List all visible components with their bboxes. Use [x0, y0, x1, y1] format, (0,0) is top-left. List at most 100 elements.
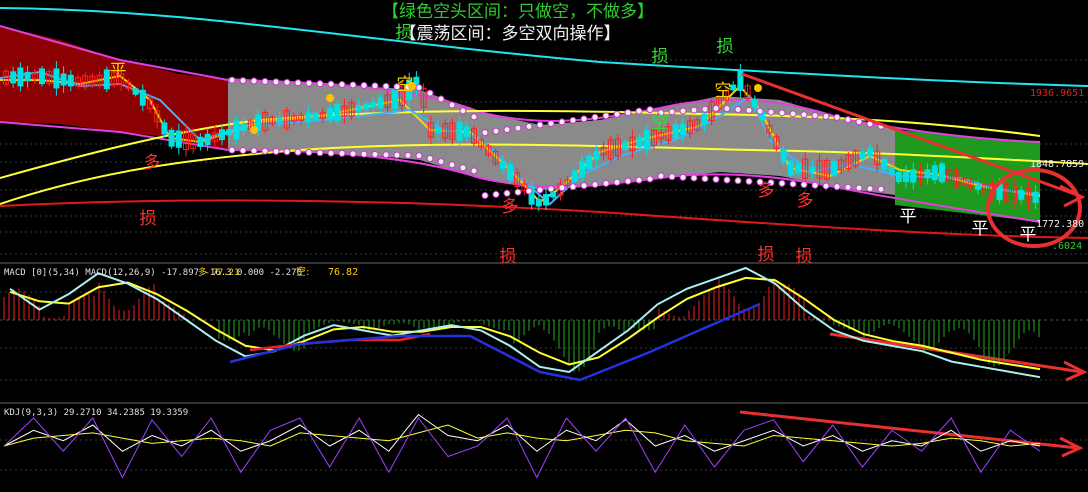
- candle-body: [89, 75, 96, 86]
- lower-band-dot: [844, 183, 852, 191]
- price-label-low: 1772.380: [1036, 219, 1084, 230]
- lower-band-dot: [646, 175, 654, 183]
- lower-band-dot: [360, 150, 368, 158]
- lower-band-dot: [547, 185, 555, 193]
- lower-band-dot: [866, 185, 874, 193]
- candle-body: [679, 123, 686, 135]
- lower-band-dot: [393, 151, 401, 159]
- upper-band-dot: [470, 113, 478, 121]
- bear-zone: [895, 130, 1040, 222]
- candle-body: [96, 74, 103, 86]
- lower-band-dot: [448, 161, 456, 169]
- upper-band-dot: [591, 113, 599, 121]
- lower-band-dot: [569, 183, 577, 191]
- upper-band-dot: [756, 107, 764, 115]
- lower-band-dot: [525, 187, 533, 195]
- candle-body: [499, 160, 506, 169]
- candle-body: [881, 159, 888, 170]
- upper-band-dot: [481, 129, 489, 137]
- kdj-trend-arrow: [1059, 436, 1084, 458]
- candle-body: [233, 120, 240, 140]
- upper-band-dot: [547, 119, 555, 127]
- lower-band-dot: [272, 147, 280, 155]
- signal-dot: [326, 94, 334, 102]
- lower-band-dot: [250, 147, 258, 155]
- candle-body: [694, 119, 701, 131]
- candle-body: [435, 127, 441, 134]
- lower-band-dot: [327, 149, 335, 157]
- candle-body: [219, 129, 225, 141]
- lower-band-dot: [756, 178, 764, 186]
- main-trend-arrow: [1059, 184, 1086, 208]
- lower-band-dot: [778, 179, 786, 187]
- candle-body: [132, 88, 139, 95]
- candle-body: [226, 129, 233, 136]
- upper-band-dot: [536, 121, 544, 129]
- candle-body: [600, 146, 607, 156]
- candle-body: [485, 145, 492, 156]
- candle-body: [420, 88, 427, 108]
- lower-band-dot: [426, 155, 434, 163]
- lower-band-dot: [338, 149, 346, 157]
- candle-body: [838, 159, 845, 171]
- candle-body: [471, 128, 477, 144]
- candle-body: [643, 130, 650, 150]
- upper-band-dot: [822, 112, 830, 120]
- candle-body: [363, 103, 369, 110]
- lower-band-dot: [503, 189, 511, 197]
- price-label-upper: 1936.9651: [1030, 88, 1084, 99]
- annotation-label: 空: [397, 75, 414, 95]
- candle-body: [636, 136, 643, 148]
- candle-body: [399, 86, 405, 106]
- lower-band-dot: [712, 175, 720, 183]
- candle-body: [939, 163, 945, 183]
- upper-band-dot: [767, 108, 775, 116]
- lower-band-dot: [415, 152, 423, 160]
- upper-band-dot: [349, 81, 357, 89]
- annotation-label: 损: [396, 23, 413, 43]
- lower-band-dot: [635, 176, 643, 184]
- candle-body: [46, 70, 53, 84]
- indicator-lines: [0, 7, 1088, 239]
- candle-body: [960, 178, 967, 185]
- candle-body: [874, 151, 881, 165]
- candle-body: [931, 165, 938, 181]
- upper-band-dot: [239, 77, 247, 85]
- candle-body: [802, 158, 809, 179]
- upper-band-dot: [624, 109, 632, 117]
- lower-band-dot: [349, 150, 357, 158]
- candle-body: [355, 105, 362, 112]
- macd-overlay-text: 多 77.21: [198, 266, 240, 278]
- candle-body: [75, 76, 81, 87]
- candle-body: [917, 169, 924, 181]
- upper-band-dot: [833, 113, 841, 121]
- candle-body: [348, 102, 355, 118]
- lower-band-dot: [624, 177, 632, 185]
- price-label-bottom: .6024: [1052, 241, 1082, 252]
- candle-body: [903, 172, 909, 183]
- upper-band-dot: [613, 110, 621, 118]
- candle-body: [39, 68, 45, 85]
- candle-body: [953, 170, 960, 187]
- candle-body: [622, 141, 629, 150]
- upper-band-dot: [778, 109, 786, 117]
- annotation-label: 多: [502, 197, 519, 217]
- candle-body: [53, 68, 60, 89]
- lower-band-dot: [833, 183, 841, 191]
- candle-body: [334, 104, 341, 122]
- candle-body: [168, 129, 175, 147]
- lower-band-dot: [305, 148, 313, 156]
- candle-body: [391, 89, 398, 109]
- signal-dot: [408, 82, 416, 90]
- annotation-label: 损: [500, 247, 517, 267]
- candle-body: [571, 170, 578, 182]
- signal-dot: [250, 126, 258, 134]
- candle-body: [744, 85, 751, 99]
- upper-band-dot: [701, 105, 709, 113]
- candle-body: [1003, 183, 1010, 202]
- candle-body: [550, 192, 557, 198]
- lower-band-dot: [591, 181, 599, 188]
- highlight-circle: [986, 168, 1082, 248]
- upper-band-dot: [558, 118, 566, 126]
- upper-band-dot: [525, 123, 533, 131]
